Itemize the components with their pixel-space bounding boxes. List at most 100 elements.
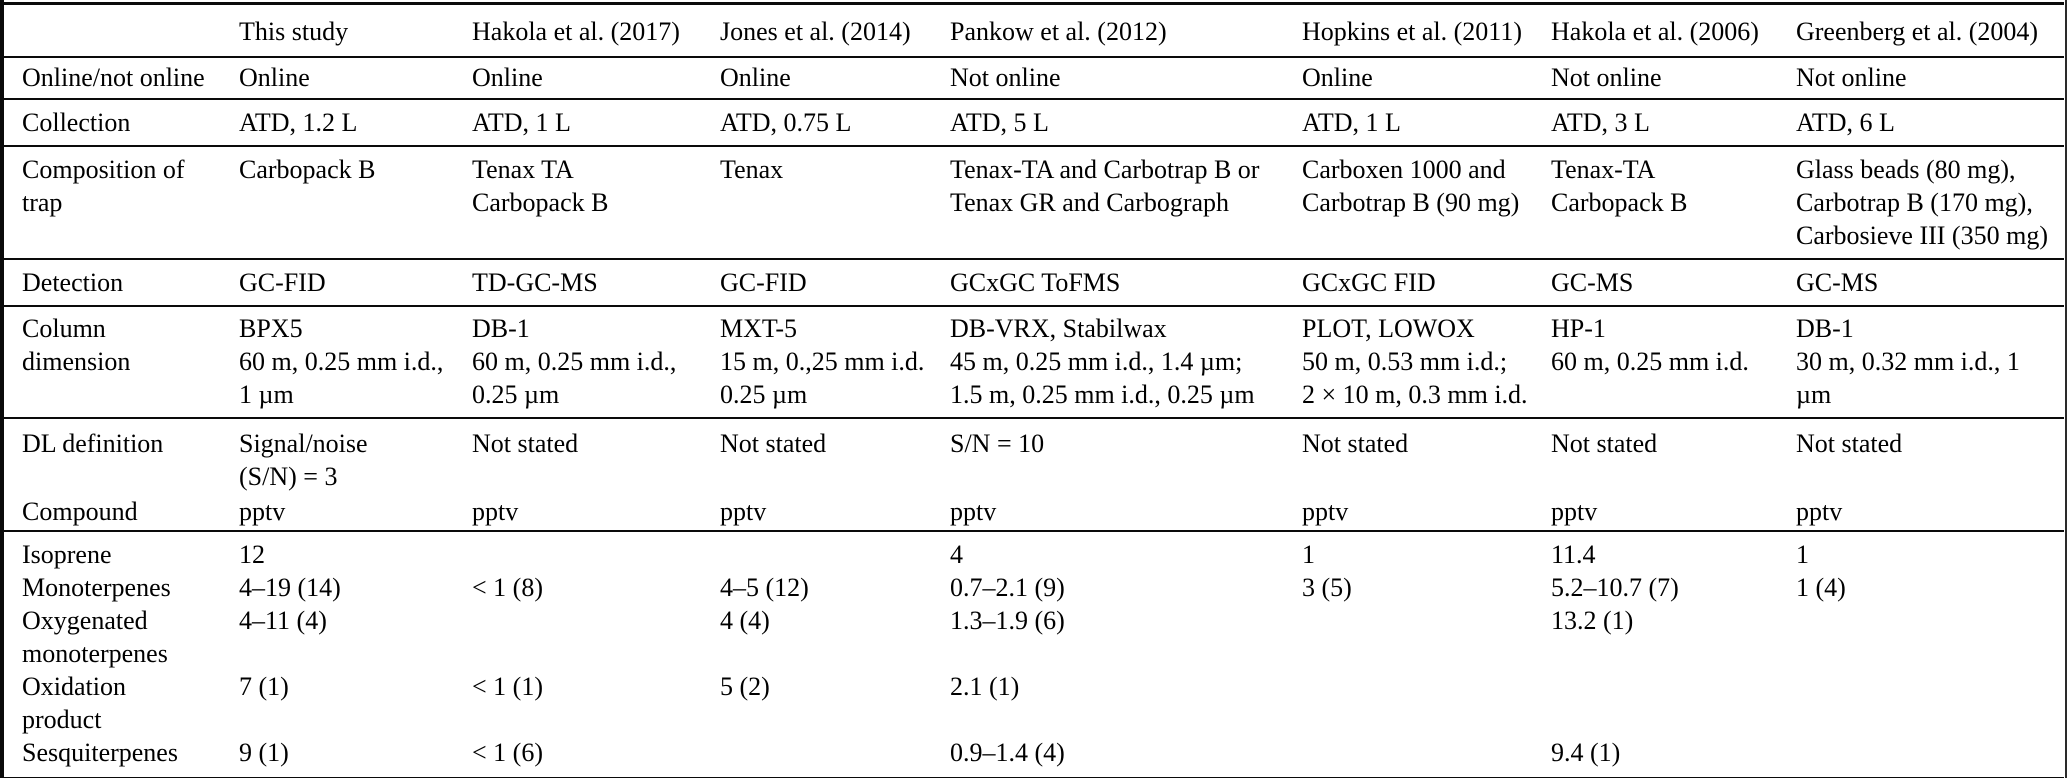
table-cell: < 1 (1) [472, 672, 543, 701]
table-cell: 0.7–2.1 (9) [950, 573, 1065, 602]
table-cell: Online [1302, 57, 1551, 100]
table-cell [1796, 736, 2064, 778]
table-cell: TD-GC-MS [472, 259, 720, 307]
table-cell: Signal/noise (S/N) = 3 [239, 429, 368, 491]
table-cell: pptv [239, 493, 472, 532]
table-cell: GCxGC FID [1302, 259, 1551, 307]
table-cell: 5 (2) [720, 672, 770, 701]
table-cell: Carbopack B [239, 146, 472, 260]
table-cell: Not stated [1551, 429, 1658, 458]
row-label: Oxidation product [22, 672, 126, 734]
table-row-collection: Collection ATD, 1.2 L ATD, 1 L ATD, 0.75… [4, 99, 2064, 147]
table-cell: ATD, 1 L [1302, 99, 1551, 147]
table-cell [472, 604, 720, 670]
table-cell: Not online [1551, 57, 1796, 100]
table-row-composition-of-trap: Composition of trap Carbopack B Tenax TA… [4, 146, 2064, 260]
table-cell: HP-1 60 m, 0.25 mm i.d. [1551, 306, 1796, 419]
corner-header [4, 3, 239, 58]
column-header-pankow-2012: Pankow et al. (2012) [950, 3, 1302, 58]
column-header-hakola-2006: Hakola et al. (2006) [1551, 3, 1796, 58]
table-cell: GCxGC ToFMS [950, 259, 1302, 307]
table-cell: 7 (1) [239, 672, 289, 701]
table-cell: MXT-5 15 m, 0.,25 mm i.d. 0.25 µm [720, 306, 950, 419]
table-cell: S/N = 10 [950, 429, 1045, 458]
table-cell: pptv [720, 493, 950, 532]
table-row-oxygenated-monoterpenes: Oxygenated monoterpenes 4–11 (4) 4 (4) 1… [4, 604, 2064, 670]
table-cell: 1 (4) [1796, 573, 1846, 602]
table-cell: pptv [472, 493, 720, 532]
table-cell: Not stated [720, 429, 827, 458]
table-cell: pptv [1302, 493, 1551, 532]
row-label: Column dimension [4, 306, 239, 419]
column-header-hakola-2017: Hakola et al. (2017) [472, 3, 720, 58]
table-cell: 9.4 (1) [1551, 738, 1621, 767]
table-cell: Not online [950, 57, 1302, 100]
table-row-detection: Detection GC-FID TD-GC-MS GC-FID GCxGC T… [4, 259, 2064, 307]
table-cell: BPX5 60 m, 0.25 mm i.d., 1 µm [239, 306, 472, 419]
table-row-dl-definition: DL definition Signal/noise (S/N) = 3 Not… [4, 418, 2064, 493]
table-cell: 2.1 (1) [950, 672, 1020, 701]
header-row: This study Hakola et al. (2017) Jones et… [4, 3, 2064, 58]
table-row-column-dimension: Column dimension BPX5 60 m, 0.25 mm i.d.… [4, 306, 2064, 419]
table-cell: 11.4 [1551, 540, 1596, 569]
table-row-isoprene: Isoprene 12 4 1 11.4 1 [4, 531, 2064, 571]
table-cell: pptv [1551, 493, 1796, 532]
table-cell: Online [472, 57, 720, 100]
table-cell: GC-FID [239, 259, 472, 307]
row-label: Detection [4, 259, 239, 307]
table-cell: Tenax-TA Carbopack B [1551, 146, 1796, 260]
table-cell: ATD, 1.2 L [239, 99, 472, 147]
table-cell: 4 (4) [720, 606, 770, 635]
column-header-greenberg-2004: Greenberg et al. (2004) [1796, 3, 2064, 58]
table-cell: 9 (1) [239, 738, 289, 767]
table-cell: 13.2 (1) [1551, 606, 1634, 635]
table-cell: Not stated [472, 429, 579, 458]
table-cell: Tenax TA Carbopack B [472, 146, 720, 260]
table-cell: DB-1 30 m, 0.32 mm i.d., 1 µm [1796, 306, 2064, 419]
study-comparison-table: This study Hakola et al. (2017) Jones et… [4, 2, 2064, 778]
table-cell [720, 736, 950, 778]
table-cell [1302, 670, 1551, 736]
table-cell: 1.3–1.9 (6) [950, 606, 1065, 635]
column-header-this-study: This study [239, 3, 472, 58]
table-cell [1302, 604, 1551, 670]
table-cell: 3 (5) [1302, 573, 1352, 602]
row-label: Composition of trap [4, 146, 239, 260]
table-cell [1796, 670, 2064, 736]
row-label: Monoterpenes [22, 573, 171, 602]
table-cell: 12 [239, 540, 265, 569]
table-cell: DB-1 60 m, 0.25 mm i.d., 0.25 µm [472, 306, 720, 419]
column-header-hopkins-2011: Hopkins et al. (2011) [1302, 3, 1551, 58]
table-cell: 4–5 (12) [720, 573, 809, 602]
table-cell: DB-VRX, Stabilwax 45 m, 0.25 mm i.d., 1.… [950, 306, 1302, 419]
column-header-jones-2014: Jones et al. (2014) [720, 3, 950, 58]
table-cell: < 1 (8) [472, 573, 543, 602]
table-cell: 4–11 (4) [239, 606, 327, 635]
table-row-sesquiterpenes: Sesquiterpenes 9 (1) < 1 (6) 0.9–1.4 (4)… [4, 736, 2064, 778]
table-cell: Tenax-TA and Carbotrap B or Tenax GR and… [950, 146, 1302, 260]
table-cell [1796, 604, 2064, 670]
table-cell: GC-FID [720, 259, 950, 307]
table-row-oxidation-product: Oxidation product 7 (1) < 1 (1) 5 (2) 2.… [4, 670, 2064, 736]
table-cell: ATD, 6 L [1796, 99, 2064, 147]
table-row-compound-units: Compound pptv pptv pptv pptv pptv pptv p… [4, 493, 2064, 532]
table-cell: 4 [950, 540, 963, 569]
table-cell: Online [720, 57, 950, 100]
row-label: Isoprene [22, 540, 112, 569]
row-label: Online/not online [4, 57, 239, 100]
table-cell [1302, 736, 1551, 778]
table-cell [1551, 670, 1796, 736]
table-row-monoterpenes: Monoterpenes 4–19 (14) < 1 (8) 4–5 (12) … [4, 571, 2064, 604]
table-cell: Online [239, 57, 472, 100]
table-cell: ATD, 0.75 L [720, 99, 950, 147]
table-cell: GC-MS [1551, 259, 1796, 307]
table-cell: ATD, 5 L [950, 99, 1302, 147]
table-cell: 4–19 (14) [239, 573, 341, 602]
table-cell: pptv [950, 493, 1302, 532]
table-cell: ATD, 1 L [472, 99, 720, 147]
table-cell: PLOT, LOWOX 50 m, 0.53 mm i.d.; 2 × 10 m… [1302, 306, 1551, 419]
table-cell: Not online [1796, 57, 2064, 100]
table-cell: ATD, 3 L [1551, 99, 1796, 147]
row-label: Compound [4, 493, 239, 532]
